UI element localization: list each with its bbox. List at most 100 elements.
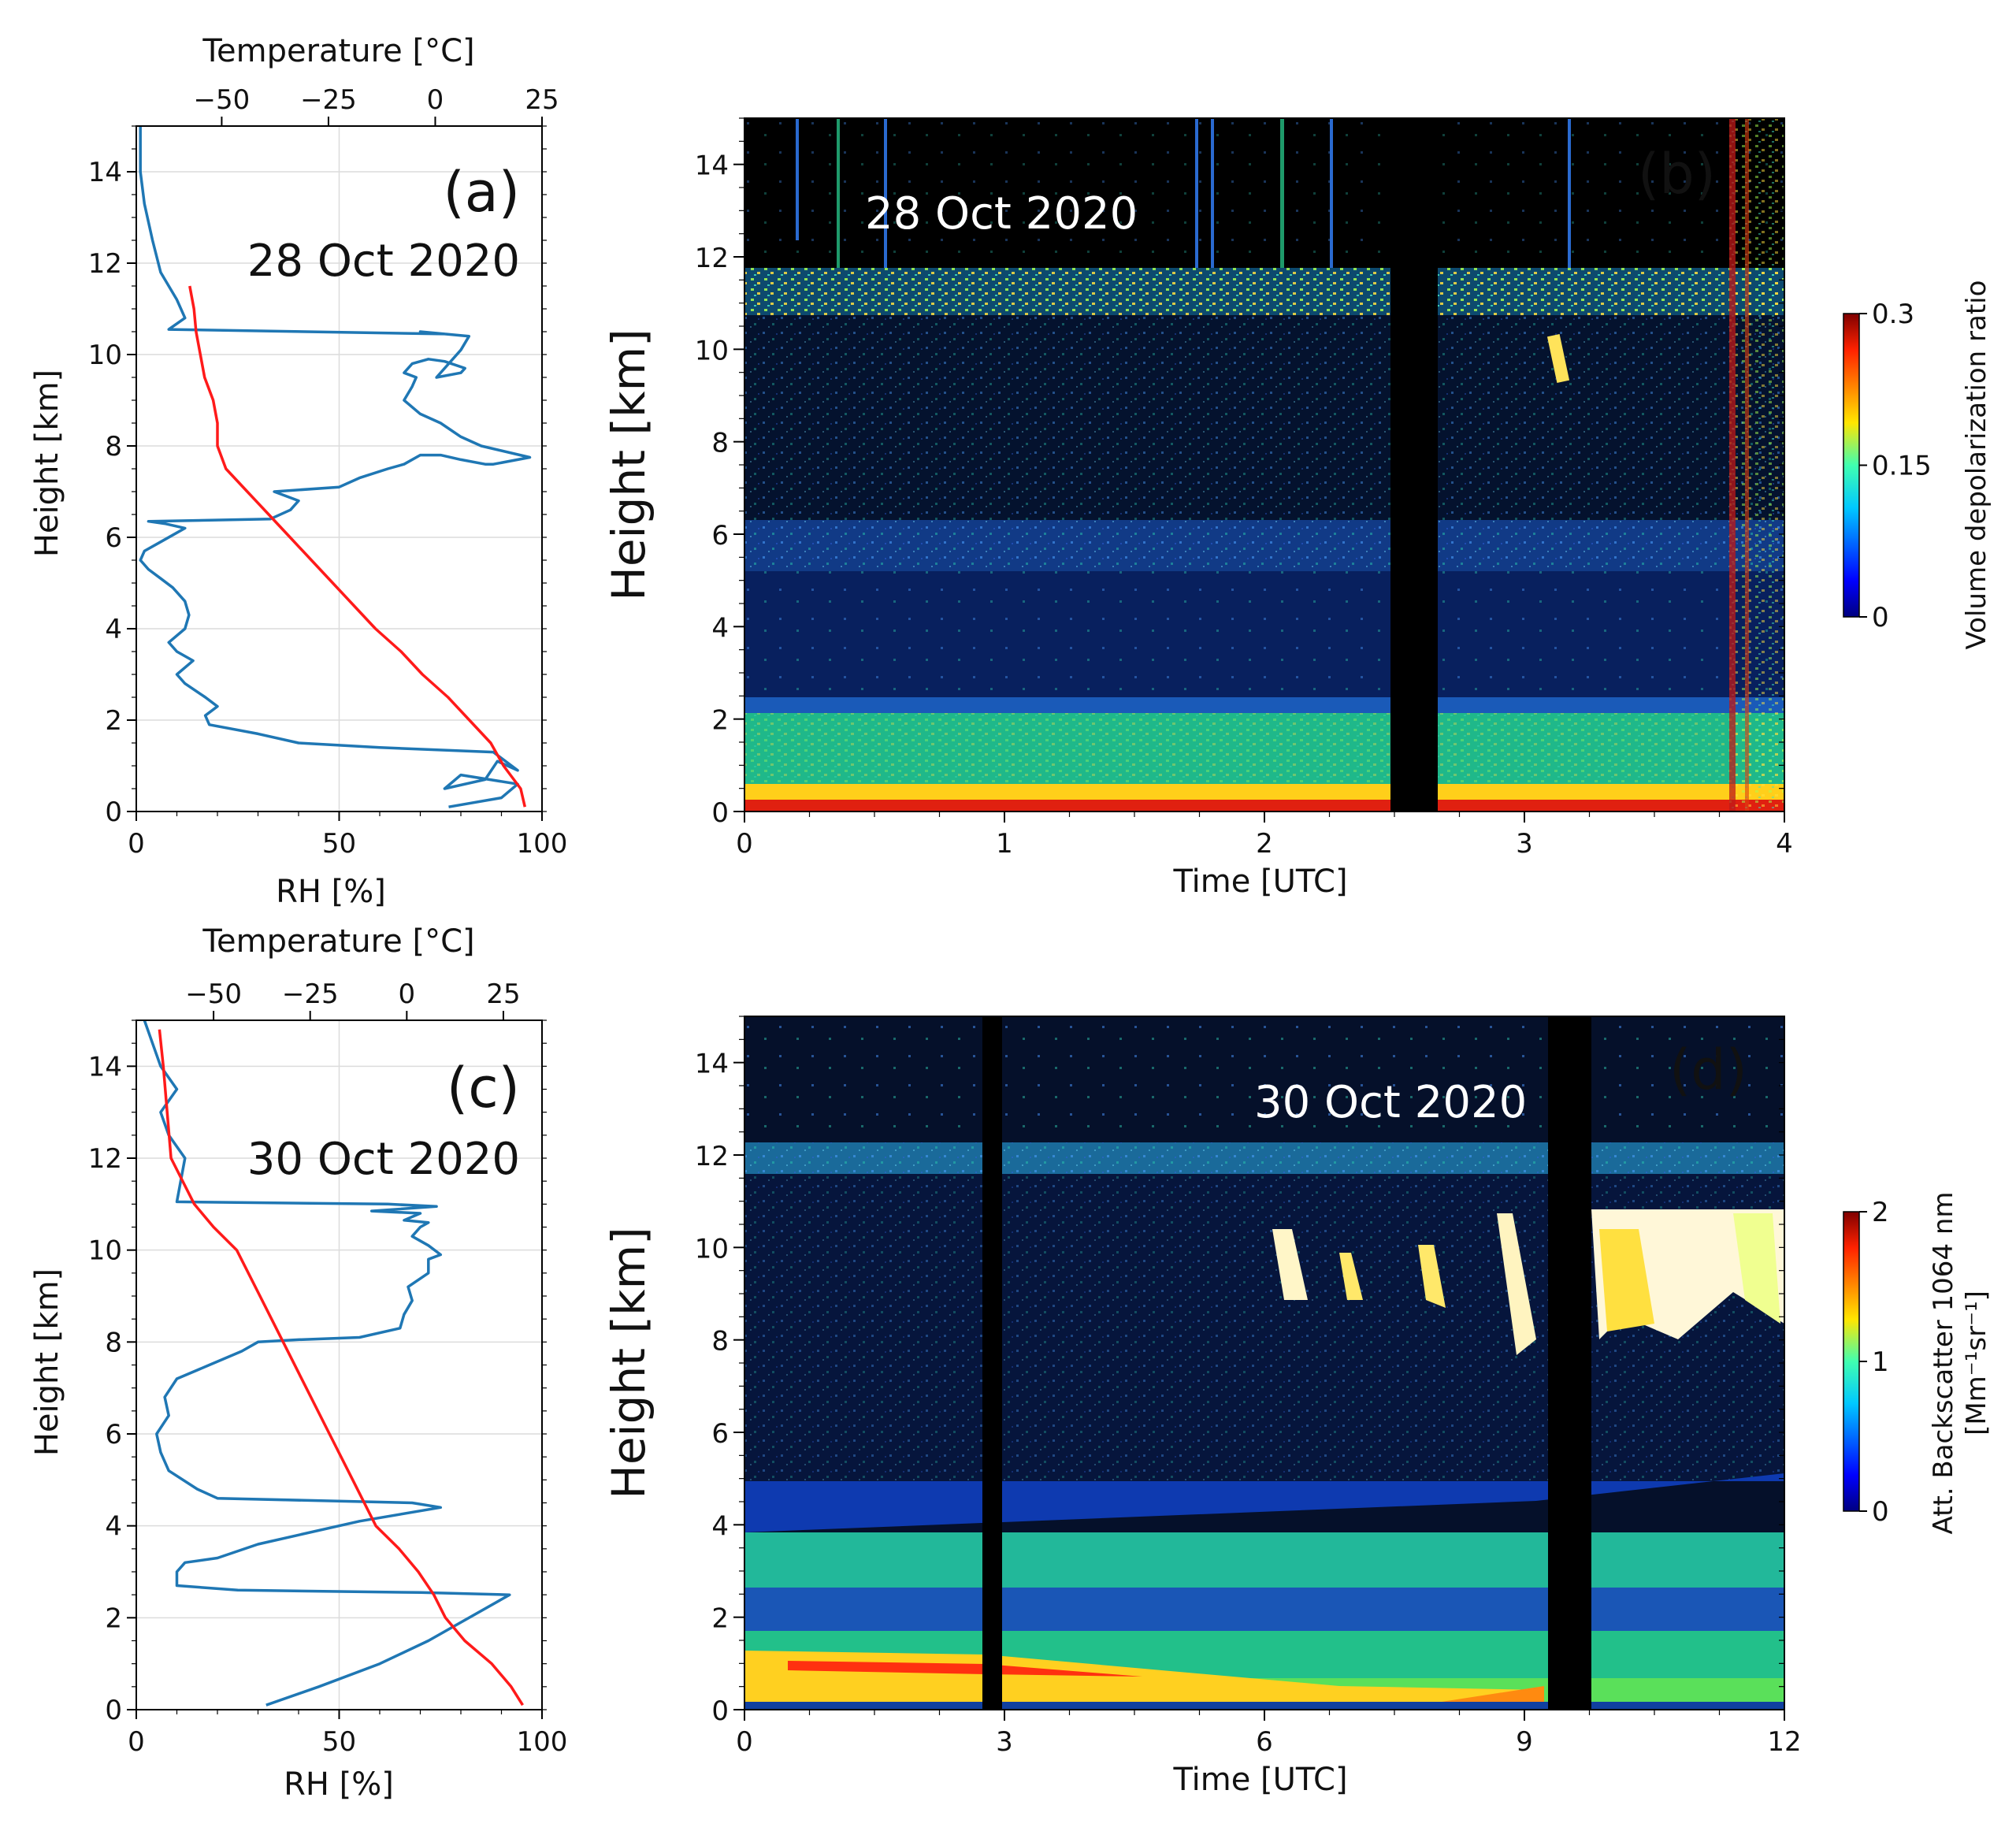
panel-c-grid <box>136 1020 543 1710</box>
panel-d-data-gap-2 <box>1548 1016 1591 1710</box>
y-tick-label: 10 <box>88 1235 122 1267</box>
temperature-profile-line <box>158 1029 524 1707</box>
panel-c-x2-title: Temperature [°C] <box>202 923 474 960</box>
panel-a-letter: (a) <box>443 160 520 225</box>
y-tick-label: 8 <box>105 1327 122 1358</box>
rh-profile-line <box>143 1019 511 1707</box>
x-tick-label: 100 <box>517 1726 568 1758</box>
x2-tick-label: 0 <box>427 84 444 116</box>
y-tick-label: 0 <box>105 797 122 828</box>
x-tick-label: 0 <box>128 828 145 860</box>
y-tick-label: 14 <box>88 157 122 188</box>
panel-b-x-title: Time [UTC] <box>1172 864 1347 900</box>
x-tick-label: 6 <box>1256 1726 1273 1758</box>
y-tick-label: 2 <box>105 705 122 737</box>
panel-d-colorbar-units: [Mm⁻¹sr⁻¹] <box>1961 1291 1992 1435</box>
panel-a-left-axis-ticks: 0 2 4 6 8 10 12 14 <box>88 125 547 828</box>
panel-b-y-title: Height [km] <box>602 329 655 601</box>
y-tick-label: 2 <box>711 705 729 737</box>
x2-tick-label: −25 <box>300 84 357 116</box>
panel-b-date: 28 Oct 2020 <box>865 188 1138 240</box>
x-tick-label: 3 <box>1516 828 1533 860</box>
panel-a-top-axis-ticks: −50 −25 0 25 <box>194 84 559 126</box>
x-tick-label: 2 <box>1256 828 1273 860</box>
panel-b-colorbar-ticks: 0 0.15 0.3 <box>1859 299 1932 633</box>
x-tick-label: 3 <box>996 1726 1013 1758</box>
colorbar-tick-label: 1 <box>1872 1346 1889 1378</box>
panel-c-y-title: Height [km] <box>29 1268 65 1456</box>
panel-b-heatmap-image <box>744 118 1784 812</box>
panel-a: Temperature [°C] −50 −25 0 25 0 50 100 0 2 4 6 8 1… <box>29 33 567 910</box>
panel-b-frame <box>744 117 1785 812</box>
y-tick-label: 6 <box>711 1418 729 1450</box>
panel-c-x-title: RH [%] <box>284 1766 394 1803</box>
x2-tick-label: 25 <box>525 84 559 116</box>
colorbar-tick-label: 0 <box>1872 1496 1889 1528</box>
panel-b-colorbar: 0 0.15 0.3 Volume depolarization ratio <box>1843 280 1992 650</box>
rh-profile-line <box>139 126 532 808</box>
panel-d-date: 30 Oct 2020 <box>1254 1077 1527 1128</box>
y-tick-label: 12 <box>88 1143 122 1175</box>
panel-d-colorbar-ticks: 0 1 2 <box>1859 1197 1889 1528</box>
colorbar-tick-label: 0.15 <box>1872 451 1932 482</box>
x2-tick-label: 0 <box>399 979 416 1010</box>
x-tick-label: 100 <box>517 828 568 860</box>
panel-c: Temperature [°C] −50 −25 0 25 0 50 100 0 2 4 6 8 1… <box>29 923 567 1803</box>
panel-a-x2-title: Temperature [°C] <box>202 33 474 69</box>
x-tick-label: 50 <box>322 828 356 860</box>
panel-b-x-axis-ticks: 0 1 2 3 4 <box>736 812 1793 860</box>
panel-c-date: 30 Oct 2020 <box>247 1134 520 1185</box>
panel-a-profiles <box>139 126 532 808</box>
panel-a-grid <box>136 126 543 812</box>
panel-d-frame <box>744 1016 1785 1710</box>
panel-c-frame <box>136 1019 543 1710</box>
y-tick-label: 12 <box>695 243 729 274</box>
panel-a-frame <box>136 125 543 812</box>
y-tick-label: 14 <box>695 1049 729 1080</box>
panel-d-y-axis-ticks: 0 2 4 6 8 10 12 14 <box>695 1016 1784 1727</box>
y-tick-label: 14 <box>88 1051 122 1083</box>
panel-b-letter: (b) <box>1638 142 1716 206</box>
panel-d-colorbar-title: Att. Backscatter 1064 nm <box>1928 1191 1959 1534</box>
panel-a-bottom-axis-ticks: 0 50 100 <box>128 812 567 860</box>
x-tick-label: 50 <box>322 1726 356 1758</box>
colorbar-tick-label: 2 <box>1872 1197 1889 1228</box>
x-tick-label: 0 <box>736 1726 753 1758</box>
panel-d-heatmap-image <box>744 1016 1784 1710</box>
panel-c-bottom-axis-ticks: 0 50 100 <box>128 1710 567 1758</box>
panel-c-letter: (c) <box>447 1056 520 1120</box>
x2-tick-label: −25 <box>282 979 339 1010</box>
y-tick-label: 8 <box>711 428 729 459</box>
y-tick-label: 12 <box>695 1141 729 1172</box>
colorbar-tick-label: 0 <box>1872 602 1889 633</box>
panel-b-colorbar-title: Volume depolarization ratio <box>1961 280 1992 650</box>
panel-b-data-gap <box>1390 118 1438 812</box>
x2-tick-label: −50 <box>185 979 242 1010</box>
y-tick-label: 10 <box>695 335 729 366</box>
y-tick-label: 6 <box>105 1419 122 1450</box>
x-tick-label: 0 <box>736 828 753 860</box>
panel-d-y-title: Height [km] <box>602 1227 655 1499</box>
panel-a-x-title: RH [%] <box>276 874 386 910</box>
y-tick-label: 4 <box>105 1511 122 1543</box>
y-tick-label: 10 <box>695 1233 729 1265</box>
panel-d-colorbar-scale <box>1843 1211 1860 1512</box>
panel-c-top-axis-ticks: −50 −25 0 25 <box>185 979 521 1020</box>
panel-d-colorbar: 0 1 2 Att. Backscatter 1064 nm [Mm⁻¹sr⁻¹] <box>1843 1191 1992 1535</box>
y-tick-label: 2 <box>105 1603 122 1634</box>
x-tick-label: 0 <box>128 1726 145 1758</box>
y-tick-label: 8 <box>711 1326 729 1357</box>
panel-c-profiles <box>143 1019 524 1707</box>
panel-b-y-axis-ticks: 0 2 4 6 8 10 12 14 <box>695 117 1784 829</box>
y-tick-label: 8 <box>105 431 122 462</box>
y-tick-label: 0 <box>105 1695 122 1726</box>
panel-d-letter: (d) <box>1669 1038 1747 1102</box>
panel-d-x-title: Time [UTC] <box>1172 1762 1347 1798</box>
y-tick-label: 10 <box>88 340 122 371</box>
y-tick-label: 4 <box>711 612 729 644</box>
colorbar-tick-label: 0.3 <box>1872 299 1914 330</box>
y-tick-label: 12 <box>88 248 122 280</box>
